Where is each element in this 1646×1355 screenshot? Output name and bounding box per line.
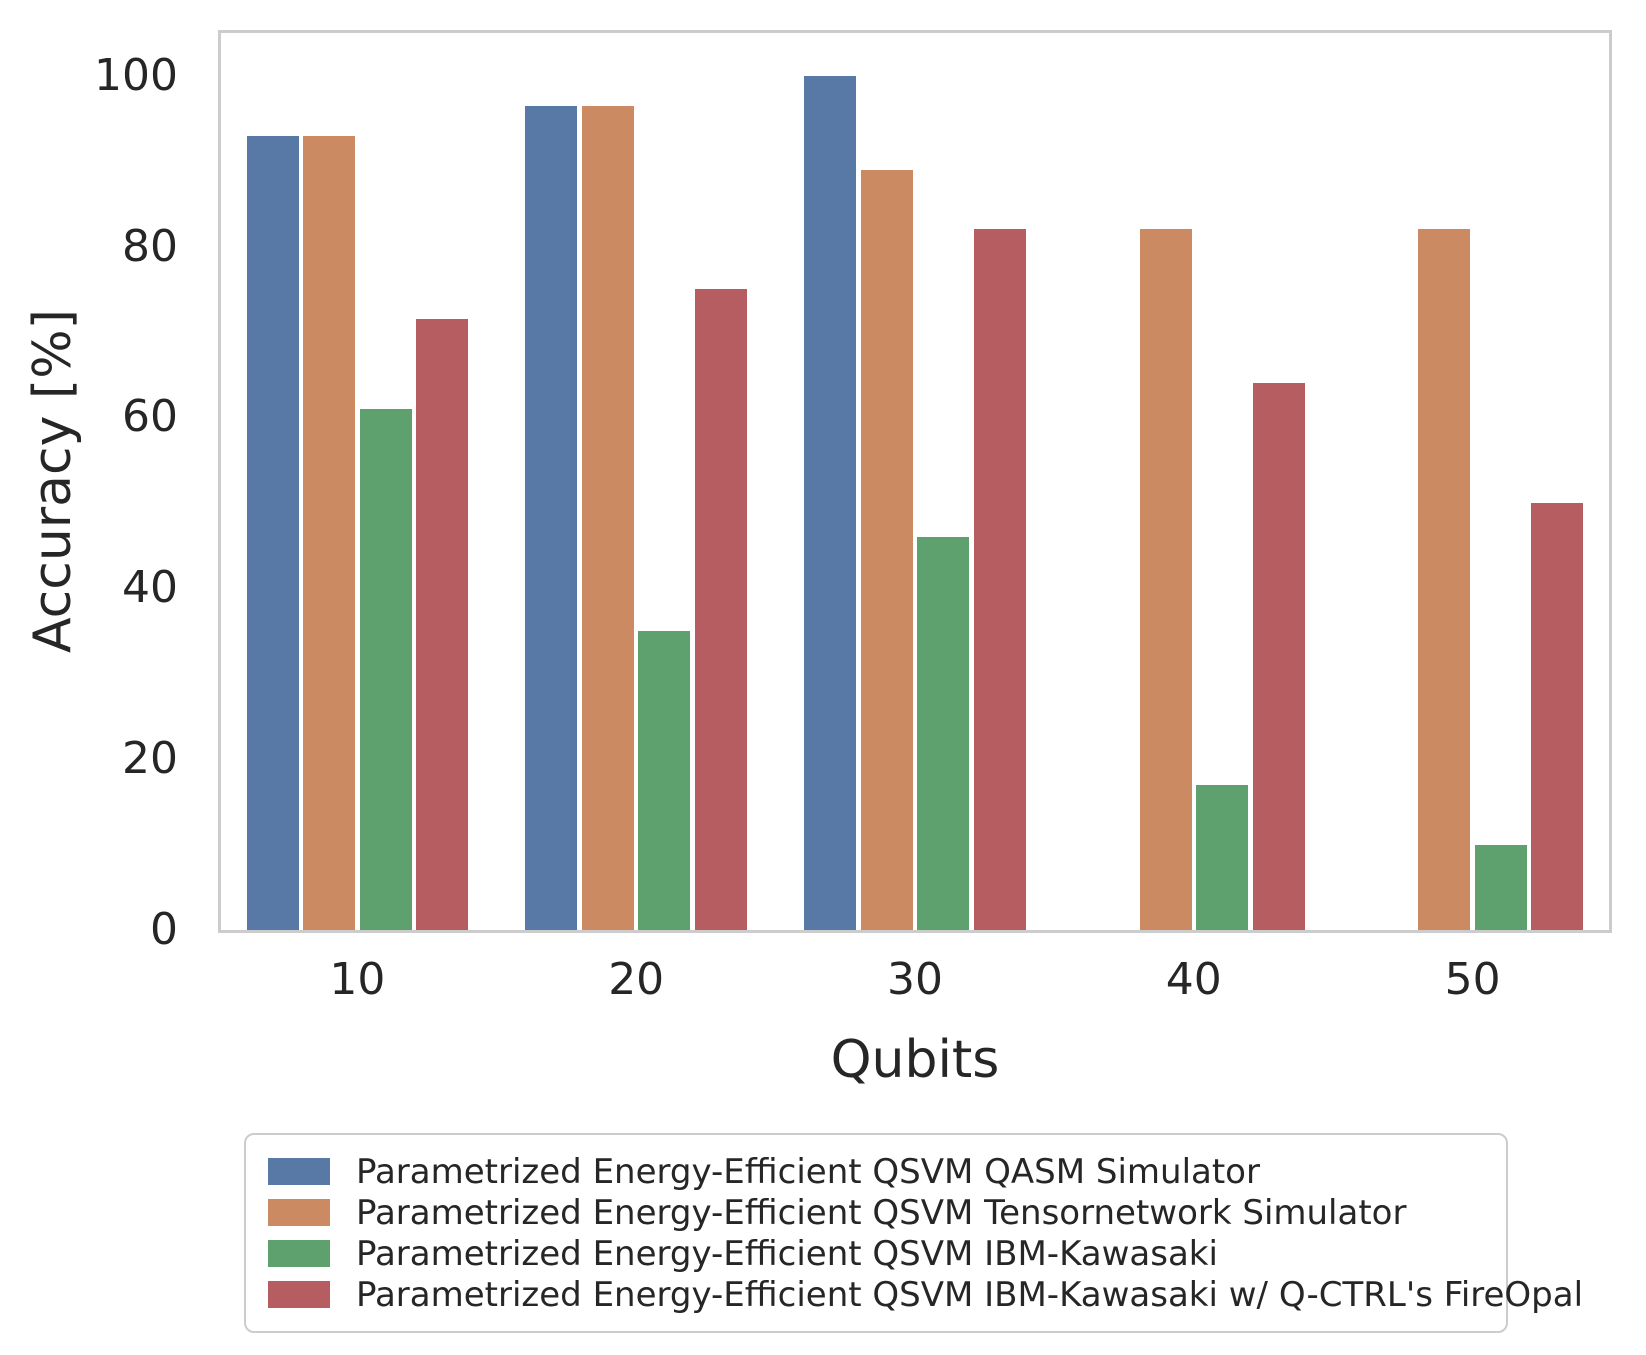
x-tick-label-20: 20 xyxy=(608,954,665,1005)
bar-series3-qubits20 xyxy=(694,289,747,930)
bar-series3-qubits10 xyxy=(416,319,469,930)
bar-series2-qubits30 xyxy=(917,537,970,930)
bar-series1-qubits50 xyxy=(1418,229,1471,930)
bar-series2-qubits10 xyxy=(359,409,412,930)
legend: Parametrized Energy-Efficient QSVM QASM … xyxy=(244,1133,1583,1333)
legend-swatch-qasm-simulator xyxy=(268,1158,330,1185)
bar-series1-qubits40 xyxy=(1139,229,1192,930)
bar-series0-qubits20 xyxy=(525,106,578,930)
bar-series1-qubits30 xyxy=(860,170,913,930)
bar-series2-qubits20 xyxy=(638,631,691,930)
x-axis-title: Qubits xyxy=(830,1030,1000,1090)
bar-series0-qubits10 xyxy=(246,136,299,930)
bar-series3-qubits50 xyxy=(1531,503,1584,930)
legend-label: Parametrized Energy-Efficient QSVM IBM-K… xyxy=(356,1274,1584,1315)
x-tick-label-30: 30 xyxy=(887,954,943,1005)
legend-label: Parametrized Energy-Efficient QSVM Tenso… xyxy=(356,1192,1407,1233)
bar-series2-qubits40 xyxy=(1196,785,1249,930)
legend-swatch-ibm-kawasaki xyxy=(268,1240,330,1267)
bar-series2-qubits50 xyxy=(1474,845,1527,930)
legend-item: Parametrized Energy-Efficient QSVM IBM-K… xyxy=(268,1274,1583,1315)
y-tick-label-80: 80 xyxy=(122,220,178,272)
legend-item: Parametrized Energy-Efficient QSVM IBM-K… xyxy=(268,1233,1496,1274)
legend-swatch-ibm-kawasaki-fireopal xyxy=(268,1281,330,1308)
y-tick-label-40: 40 xyxy=(122,562,178,614)
y-tick-label-0: 0 xyxy=(150,904,178,955)
y-tick-label-60: 60 xyxy=(122,391,178,443)
legend-label: Parametrized Energy-Efficient QSVM IBM-K… xyxy=(356,1233,1218,1274)
bar-series1-qubits10 xyxy=(303,136,356,930)
legend-label: Parametrized Energy-Efficient QSVM QASM … xyxy=(356,1151,1260,1192)
plot-area xyxy=(218,30,1612,933)
bar-series3-qubits40 xyxy=(1252,383,1305,930)
x-tick-label-50: 50 xyxy=(1444,954,1501,1005)
x-tick-label-40: 40 xyxy=(1165,954,1222,1005)
legend-item: Parametrized Energy-Efficient QSVM Tenso… xyxy=(268,1192,1496,1233)
legend-item: Parametrized Energy-Efficient QSVM QASM … xyxy=(268,1151,1496,1192)
x-axis-tick-labels: 10 20 30 40 50 xyxy=(218,950,1612,1010)
bar-series1-qubits20 xyxy=(581,106,634,930)
bar-series3-qubits30 xyxy=(973,229,1026,930)
x-tick-label-10: 10 xyxy=(329,954,386,1005)
y-tick-label-20: 20 xyxy=(122,733,178,785)
y-tick-label-100: 100 xyxy=(94,49,178,101)
bar-series0-qubits30 xyxy=(804,76,857,930)
legend-swatch-tensornetwork-simulator xyxy=(268,1199,330,1226)
y-axis-tick-labels: 0 20 40 60 80 100 xyxy=(0,30,192,951)
